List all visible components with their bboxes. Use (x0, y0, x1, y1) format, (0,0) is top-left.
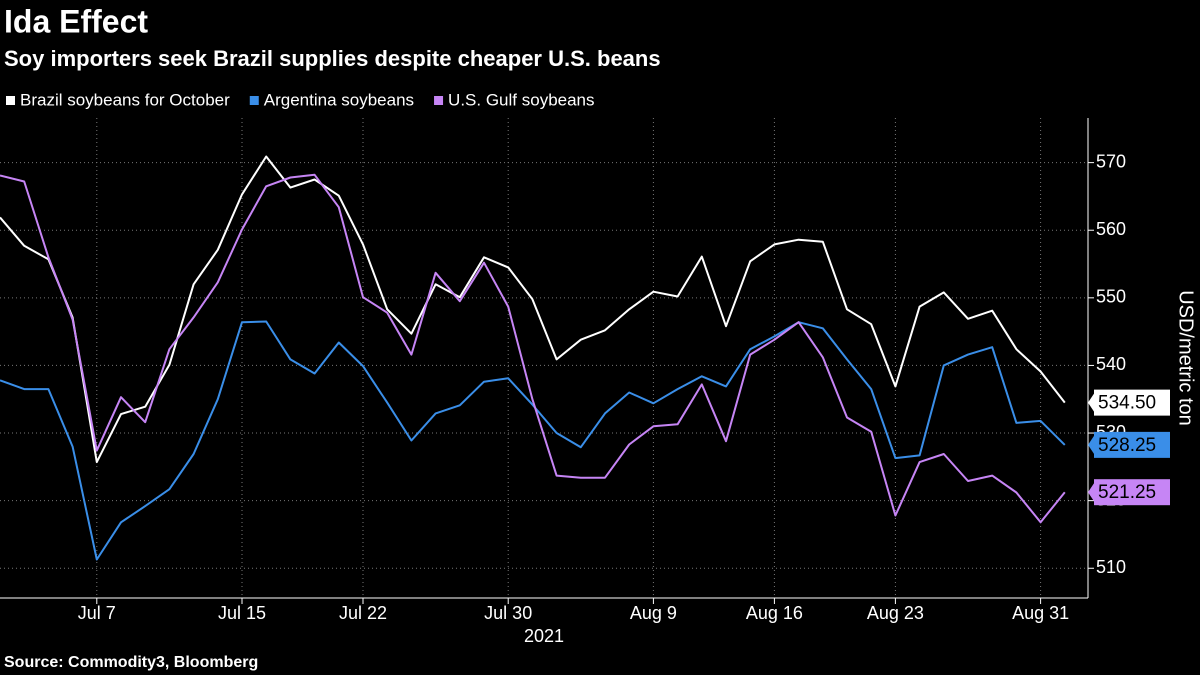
end-label-text: 521.25 (1098, 482, 1156, 503)
x-tick-label: Jul 22 (339, 603, 387, 623)
legend-swatch (6, 96, 15, 105)
legend-label: Argentina soybeans (264, 90, 414, 109)
y-tick-label: 570 (1096, 151, 1126, 171)
x-tick-label: Aug 31 (1012, 603, 1069, 623)
y-tick-label: 550 (1096, 287, 1126, 307)
chart-title: Ida Effect (4, 3, 148, 39)
chart-subtitle: Soy importers seek Brazil supplies despi… (4, 46, 661, 71)
x-tick-label: Jul 30 (484, 603, 532, 623)
y-axis-label: USD/metric ton (1175, 290, 1197, 426)
x-tick-label: Jul 7 (78, 603, 116, 623)
source: Source: Commodity3, Bloomberg (4, 654, 258, 671)
x-tick-label: Aug 16 (746, 603, 803, 623)
x-axis-label: 2021 (524, 626, 564, 646)
end-label-box (1094, 431, 1170, 458)
end-label-box (1094, 479, 1170, 506)
y-tick-label: 510 (1096, 557, 1126, 577)
legend-item: Argentina soybeans (249, 90, 414, 109)
end-label-text: 528.25 (1098, 435, 1156, 456)
end-value-label: 534.50 (1088, 389, 1170, 416)
legend-label: Brazil soybeans for October (20, 90, 230, 109)
series-line (0, 173, 1066, 524)
end-label-box (1094, 389, 1170, 416)
end-value-label: 521.25 (1088, 479, 1170, 506)
y-tick-label: 540 (1096, 354, 1126, 374)
series-line (0, 320, 1066, 561)
x-tick-label: Aug 23 (867, 603, 924, 623)
x-tick-label: Jul 15 (218, 603, 266, 623)
end-value-label: 528.25 (1088, 431, 1170, 458)
end-label-text: 534.50 (1098, 393, 1156, 414)
series-line (0, 155, 1066, 464)
legend-label: U.S. Gulf soybeans (448, 90, 594, 109)
legend-swatch (249, 96, 259, 105)
legend-item: U.S. Gulf soybeans (434, 90, 595, 109)
legend-item: Brazil soybeans for October (6, 90, 230, 109)
y-tick-label: 560 (1096, 219, 1126, 239)
legend-swatch (434, 96, 444, 105)
x-tick-label: Aug 9 (630, 603, 677, 623)
